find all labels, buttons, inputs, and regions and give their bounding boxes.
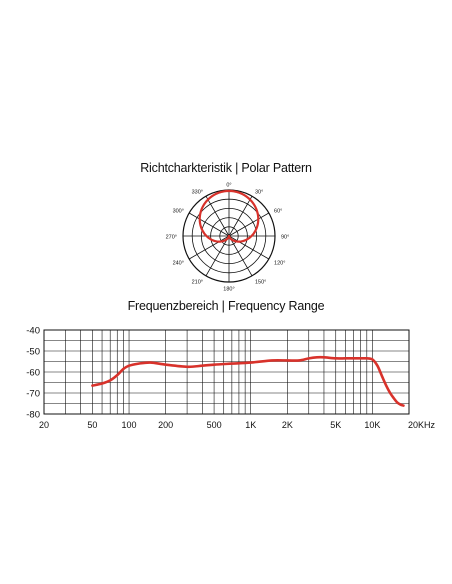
polar-spoke (228, 235, 253, 277)
frequency-y-tick-label: -70 (26, 389, 40, 400)
polar-ring (219, 226, 239, 246)
frequency-y-tick-label: -50 (26, 347, 40, 358)
polar-angle-label: 0° (226, 183, 231, 189)
polar-spoke (188, 212, 230, 237)
polar-ring (210, 217, 248, 255)
frequency-x-tick-label: 50 (87, 420, 97, 430)
frequency-x-tick-label: 10K (364, 420, 380, 430)
polar-angle-label: 180° (223, 287, 234, 293)
polar-angle-label: 270° (166, 235, 177, 241)
frequency-x-tick-label: 100 (122, 420, 137, 430)
polar-angle-label: 30° (255, 189, 263, 195)
polar-spoke (205, 195, 230, 237)
polar-angle-label: 150° (255, 280, 266, 286)
polar-ring (182, 189, 276, 283)
polar-angle-label: 60° (274, 209, 282, 215)
polar-angle-label: 330° (192, 189, 203, 195)
frequency-response-curve (91, 355, 405, 407)
polar-spoke (205, 235, 230, 277)
frequency-y-tick-label: -80 (26, 410, 40, 421)
polar-pattern-title: Richtcharkteristik | Polar Pattern (140, 161, 312, 175)
polar-ring (191, 198, 267, 274)
polar-angle-label: 240° (173, 261, 184, 267)
frequency-x-tick-label: 1K (245, 420, 256, 430)
polar-angle-label: 90° (281, 235, 289, 241)
frequency-x-tick-label: 2K (282, 420, 293, 430)
frequency-x-tick-label: 500 (207, 420, 222, 430)
frequency-x-tick-label: 20KHz (408, 420, 436, 430)
frequency-y-tick-label: -60 (26, 368, 40, 379)
polar-angle-label: 210° (192, 280, 203, 286)
frequency-x-tick-label: 20 (39, 420, 49, 430)
polar-ring (200, 207, 257, 264)
polar-spoke (228, 195, 253, 237)
frequency-y-tick-label: -40 (26, 326, 40, 337)
frequency-x-tick-label: 200 (158, 420, 173, 430)
frequency-range-title: Frequenzbereich | Frequency Range (127, 299, 325, 313)
polar-spoke (188, 235, 230, 260)
polar-pattern-curve (198, 189, 260, 243)
frequency-x-tick-label: 5K (330, 420, 341, 430)
polar-angle-label: 300° (173, 209, 184, 215)
polar-spoke (228, 212, 270, 237)
polar-spoke (228, 235, 270, 260)
frequency-plot-frame (43, 329, 410, 415)
polar-angle-label: 120° (274, 261, 285, 267)
polar-plot: 0° 30° 60° 90° 120° 150° 180° 210° 240° 270° 300° 3… (166, 183, 290, 293)
